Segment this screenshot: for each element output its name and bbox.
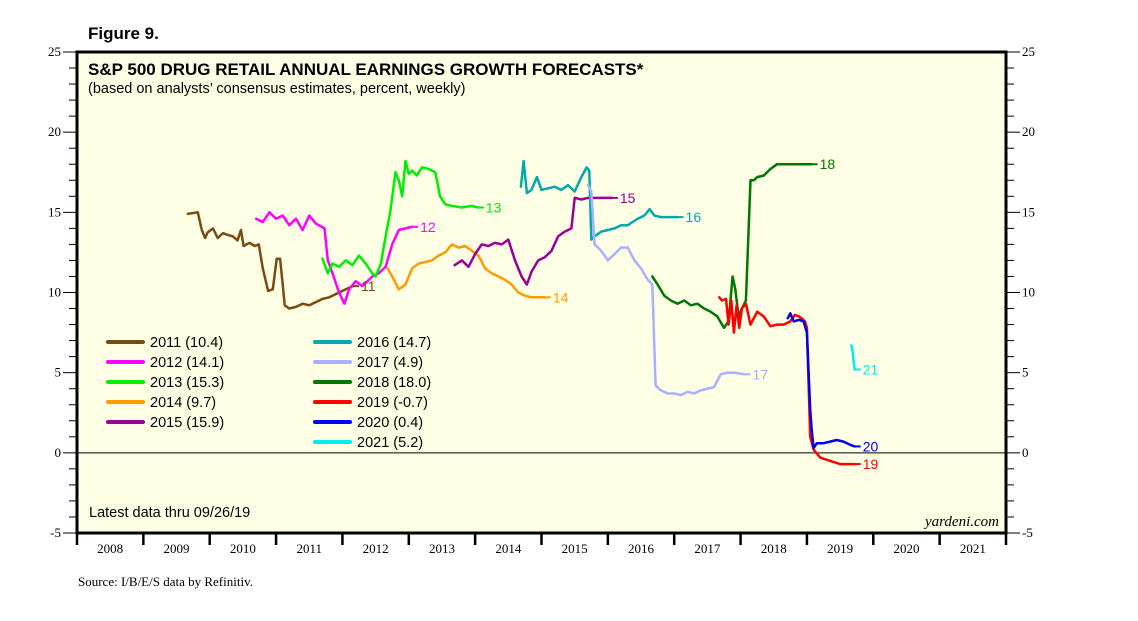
x-tick-label: 2009 — [164, 541, 190, 556]
series-2021-end-label: 21 — [863, 361, 879, 377]
series-2016-line — [519, 159, 679, 241]
plot-frame — [75, 50, 1008, 535]
y-tick-label: 25 — [48, 44, 61, 59]
chart-subtitle: (based on analysts’ consensus estimates,… — [88, 81, 465, 97]
legend-label: 2019 (-0.7) — [357, 395, 428, 411]
series-2015-line — [453, 196, 614, 286]
legend-label: 2016 (14.7) — [357, 335, 431, 351]
x-tick-label: 2012 — [363, 541, 389, 556]
series-2014-end-label: 14 — [553, 289, 569, 305]
y-tick-label: -5 — [1022, 525, 1033, 540]
y-axis-left: 25 20 15 10 5 0 -5 — [48, 44, 77, 540]
series-2017-end-label: 17 — [753, 366, 769, 382]
legend-item: 2014 (9.7) — [106, 395, 216, 411]
source-note: Source: I/B/E/S data by Refinitiv. — [78, 574, 253, 589]
series-2017-line — [586, 183, 746, 397]
series-2012-end-label: 12 — [420, 219, 436, 235]
legend-label: 2021 (5.2) — [357, 435, 423, 451]
figure-label: Figure 9. — [88, 24, 159, 43]
series-2020-end-label: 20 — [863, 438, 879, 454]
series-2019-end-label: 19 — [863, 456, 879, 472]
x-tick-label: 2015 — [562, 541, 588, 556]
series-2014-line — [386, 243, 547, 299]
legend-item: 2020 (0.4) — [313, 415, 423, 431]
legend-item: 2016 (14.7) — [313, 335, 431, 351]
y-tick-label: 10 — [1022, 285, 1035, 300]
legend-item: 2012 (14.1) — [106, 355, 224, 371]
series-2013-end-label: 13 — [486, 200, 502, 216]
watermark: yardeni.com — [923, 514, 999, 530]
y-tick-label: 15 — [48, 204, 61, 219]
legend-item: 2015 (15.9) — [106, 415, 224, 431]
legend-item: 2018 (18.0) — [313, 375, 431, 391]
y-tick-label: 10 — [48, 285, 61, 300]
x-tick-label: 2016 — [628, 541, 655, 556]
x-tick-label: 2021 — [960, 541, 986, 556]
series-2020-line — [786, 312, 856, 450]
legend-item: 2021 (5.2) — [313, 435, 423, 451]
x-tick-label: 2010 — [230, 541, 256, 556]
chart-title: S&P 500 DRUG RETAIL ANNUAL EARNINGS GROW… — [88, 60, 644, 79]
legend-label: 2017 (4.9) — [357, 355, 423, 371]
y-tick-label: -5 — [50, 525, 61, 540]
x-tick-label: 2020 — [893, 541, 919, 556]
legend-item: 2013 (15.3) — [106, 375, 224, 391]
series-2021-line — [850, 344, 856, 371]
legend-label: 2014 (9.7) — [150, 395, 216, 411]
series-2011-end-label: 11 — [361, 278, 376, 294]
x-tick-label: 2013 — [429, 541, 455, 556]
series-2013-line — [321, 159, 480, 278]
latest-data-note: Latest data thru 09/26/19 — [89, 505, 250, 521]
legend-label: 2011 (10.4) — [150, 335, 223, 351]
series-end-labels: 11 12 13 14 15 16 17 18 19 20 21 — [353, 156, 878, 472]
series-layer — [186, 159, 856, 466]
y-tick-label: 15 — [1022, 204, 1035, 219]
y-axis-right: 25 20 15 10 5 0 -5 — [1006, 44, 1035, 540]
x-tick-label: 2014 — [495, 541, 522, 556]
series-2015-end-label: 15 — [620, 190, 636, 206]
y-tick-label: 5 — [1022, 365, 1029, 380]
x-axis: 2008 2009 2010 2011 2012 2013 2014 2015 2016 2017… — [75, 533, 1008, 556]
legend-item: 2019 (-0.7) — [313, 395, 428, 411]
y-tick-label: 25 — [1022, 44, 1035, 59]
legend-item: 2017 (4.9) — [313, 355, 423, 371]
y-tick-label: 20 — [1022, 124, 1035, 139]
series-2018-end-label: 18 — [820, 156, 836, 172]
x-tick-label: 2018 — [761, 541, 787, 556]
legend-label: 2020 (0.4) — [357, 415, 423, 431]
y-tick-label: 0 — [55, 445, 62, 460]
legend-label: 2012 (14.1) — [150, 355, 224, 371]
series-2011-line — [186, 211, 355, 310]
legend-label: 2018 (18.0) — [357, 375, 431, 391]
y-tick-label: 5 — [55, 365, 62, 380]
legend-label: 2013 (15.3) — [150, 375, 224, 391]
y-tick-label: 0 — [1022, 445, 1029, 460]
y-tick-label: 20 — [48, 124, 61, 139]
series-2019-line — [718, 296, 856, 466]
x-tick-label: 2008 — [97, 541, 123, 556]
series-2016-end-label: 16 — [686, 209, 702, 225]
x-tick-label: 2019 — [827, 541, 853, 556]
series-2018-line — [651, 162, 813, 330]
series-2012-line — [254, 211, 414, 305]
x-tick-label: 2017 — [694, 541, 721, 556]
x-tick-label: 2011 — [296, 541, 322, 556]
legend-label: 2015 (15.9) — [150, 415, 224, 431]
legend-item: 2011 (10.4) — [106, 335, 223, 351]
legend: 2011 (10.4) 2012 (14.1) 2013 (15.3) 2014 (9… — [106, 335, 431, 451]
